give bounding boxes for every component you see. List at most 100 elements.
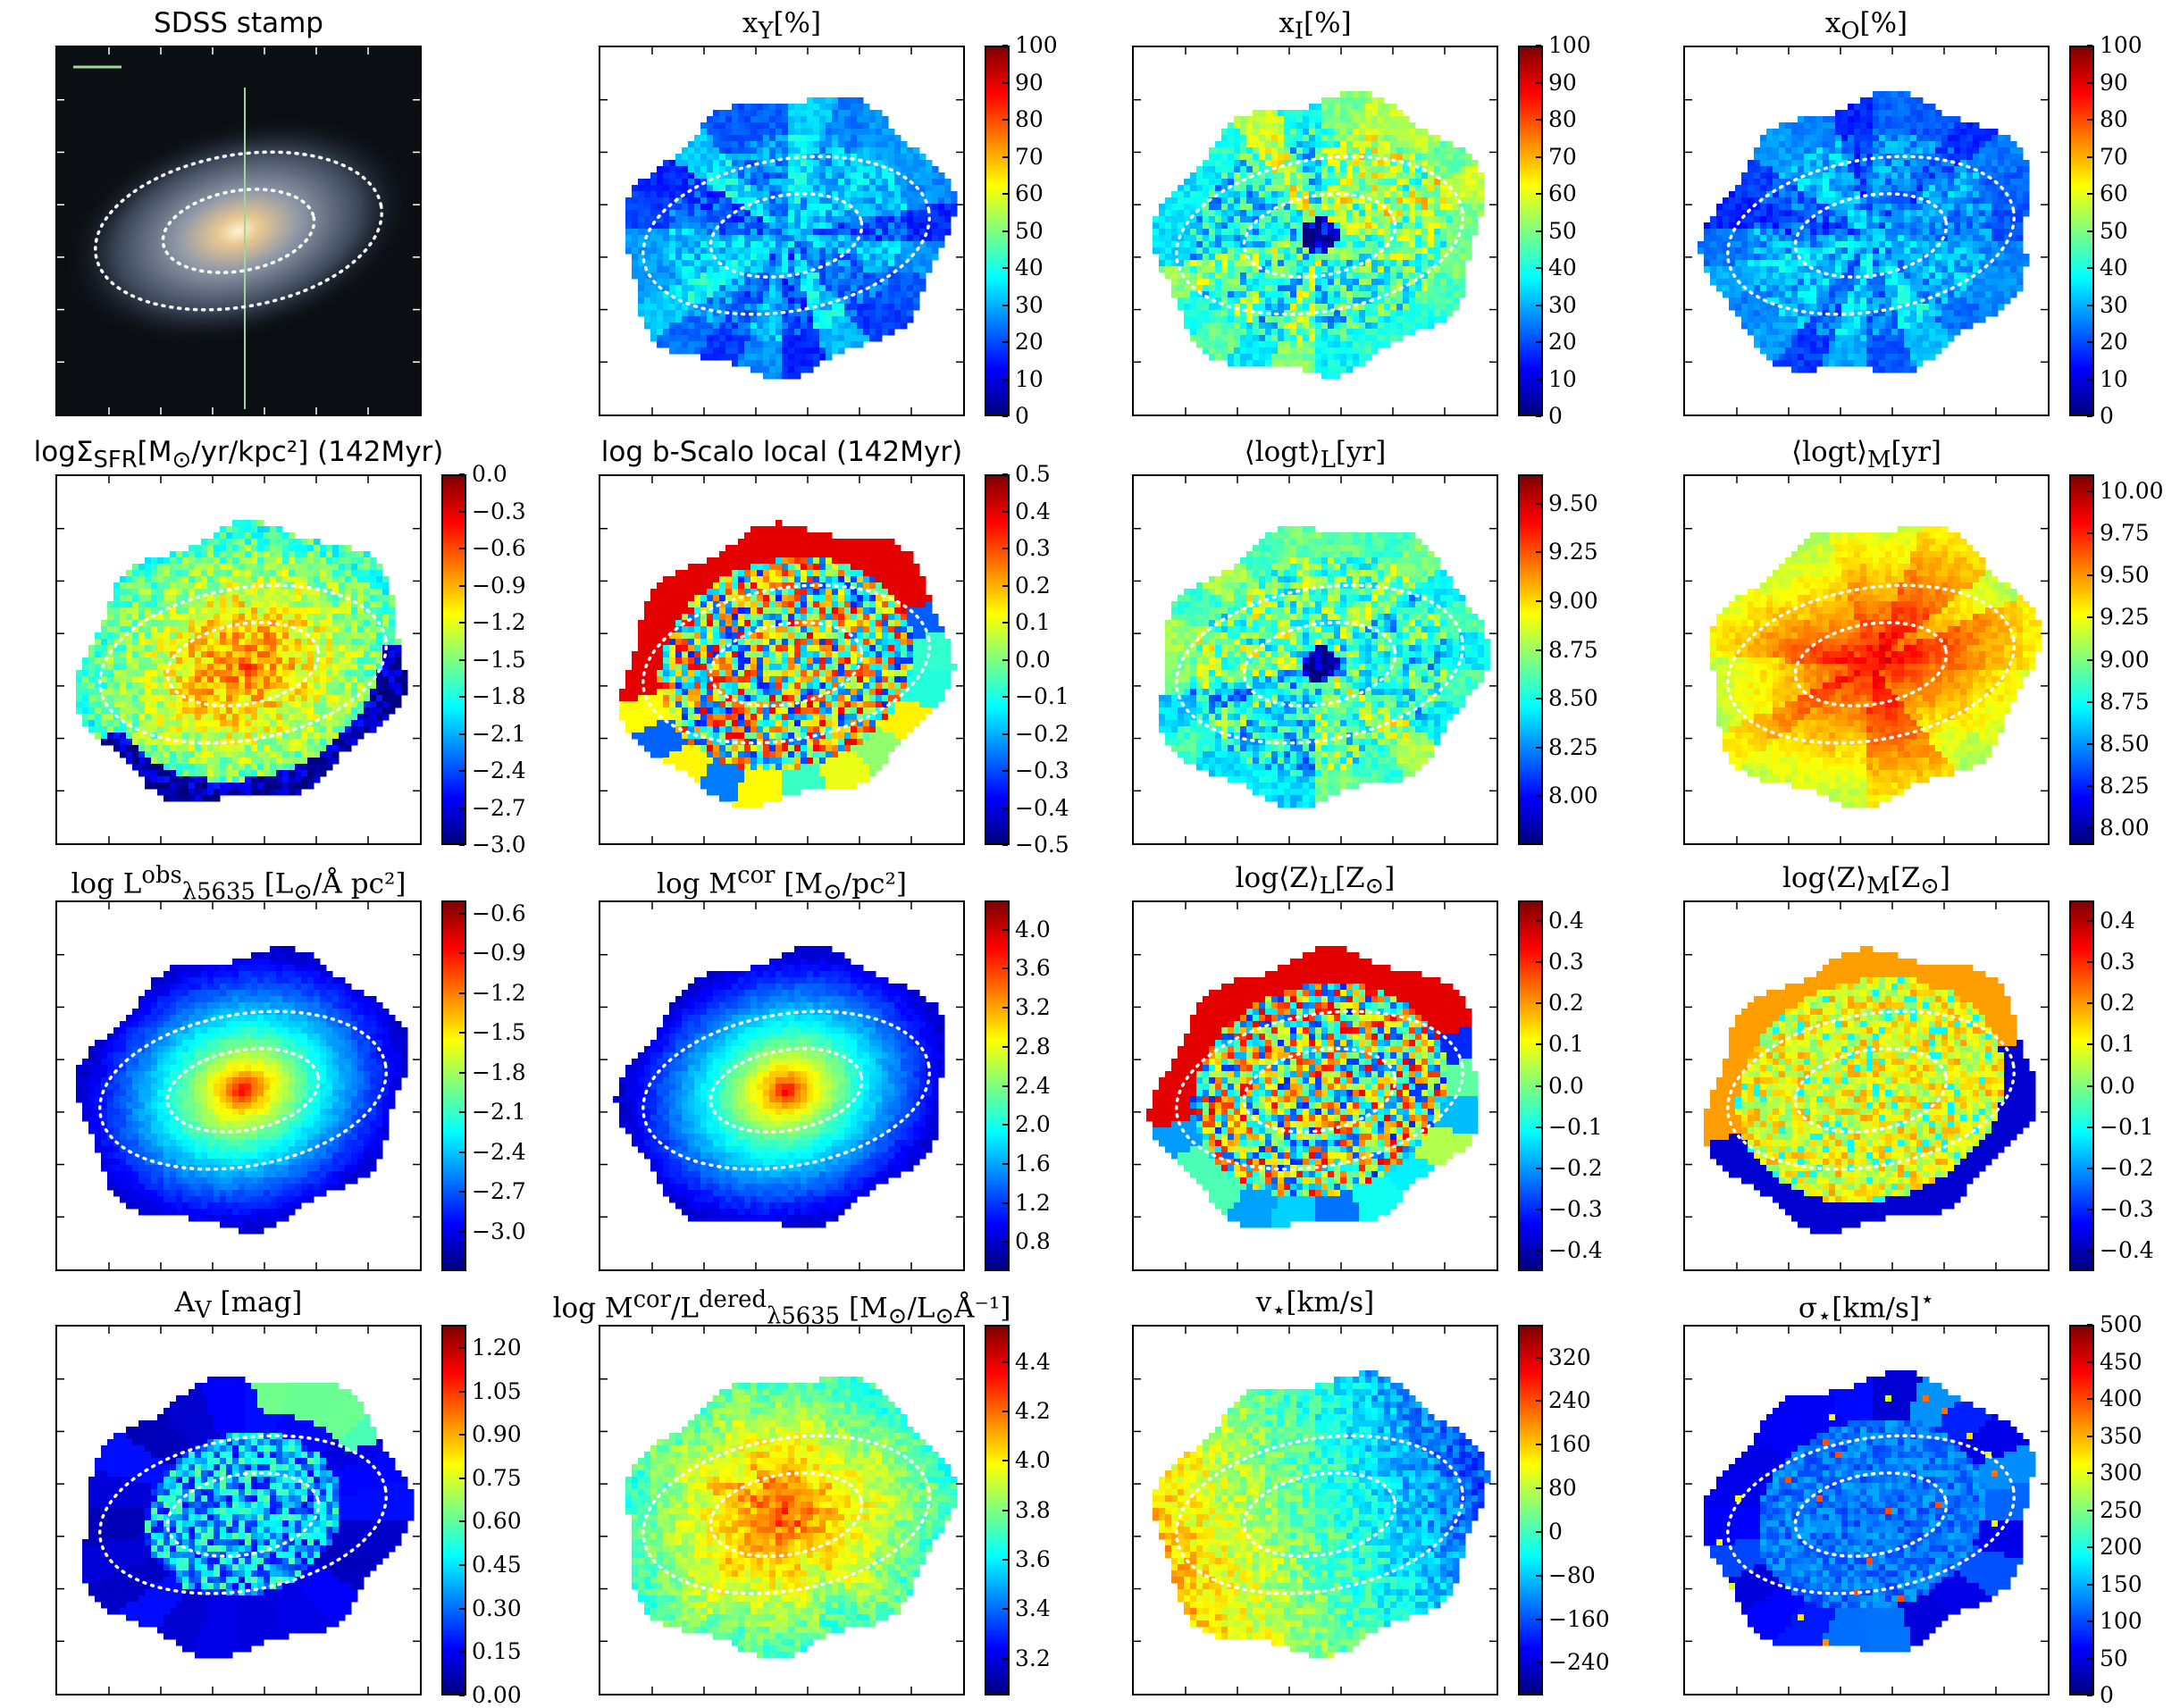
colorbar-tick [2087,827,2092,829]
colorbar-tick-label: 3.8 [1015,1499,1051,1521]
colorbar-tick [1536,1487,1541,1489]
colorbar-tick-label: −0.2 [1015,723,1069,745]
colorbar-tick-label: −3.0 [472,833,526,856]
colorbar-tick-label: 2.0 [1015,1113,1051,1135]
colorbar-tick-label: 80 [2100,108,2128,130]
map-svg-sfr [57,476,420,843]
colorbar-tick [1536,1085,1541,1087]
colorbar-tick [459,952,465,954]
colorbar-tick [1002,696,1008,698]
colorbar-tick [1002,379,1008,381]
colorbar-tick-label: 3.2 [1015,996,1051,1018]
colorbar-tick-label: 320 [1548,1346,1591,1369]
colorbar-tick [1002,659,1008,661]
colorbar-tick-label: 9.25 [1548,540,1598,563]
colorbar-tick [1002,473,1008,475]
colorbar-tick [1536,551,1541,553]
colorbar-tick [2087,1695,2092,1696]
colorbar-tick-label: −2.4 [472,759,526,782]
colorbar-tick-label: 100 [1015,34,1058,56]
colorbar-tick [1002,156,1008,158]
colorbar-tick [1536,698,1541,699]
colorbar-tick [2087,82,2092,84]
colorbar-tick [1536,305,1541,306]
colorbar-tick-label: 9.00 [2100,649,2150,671]
colorbar-tick-label: 9.50 [1548,492,1598,515]
colorbar-tick-label: 0 [1548,1520,1563,1543]
colorbar-tick [1536,1357,1541,1359]
colorbar-tick [459,1111,465,1113]
colorbar-tick-label: −0.9 [472,942,526,964]
colorbar-tick [1536,503,1541,505]
colorbar-tick [1002,1202,1008,1204]
colorbar-tick-label: 50 [1548,220,1577,242]
colorbar-tick-label: 50 [1015,220,1044,242]
colorbar-tick-label: 2.4 [1015,1075,1051,1097]
colorbar-tick-label: 400 [2100,1387,2142,1410]
heatmap-cells-sfr [76,520,408,802]
panel-title-M: log Mcor [M⊙/pc²] [545,865,1019,904]
colorbar-tick [2087,1472,2092,1474]
colorbar-tick-label: 4.4 [1015,1351,1051,1373]
colorbar-tick [459,1032,465,1034]
colorbar-tick-label: 250 [2100,1499,2142,1521]
colorbar-tick-label: 1.6 [1015,1152,1051,1175]
colorbar-tick-label: 60 [1015,182,1044,205]
colorbar-tick-label: 50 [2100,220,2128,242]
map-svg-tM [1685,476,2048,843]
colorbar-tick-label: 80 [1548,108,1577,130]
colorbar-tick-label: 100 [2100,1610,2142,1632]
colorbar-tick-label: 0.60 [472,1510,522,1532]
map-svg-sdss [57,47,420,414]
map-ZL [1132,900,1498,1271]
colorbar-tick-label: −0.4 [1015,797,1069,819]
colorbar-tick [459,844,465,846]
colorbar-tick [1536,156,1541,158]
colorbar-tick [1002,511,1008,513]
colorbar-tick-label: −1.2 [472,611,526,633]
colorbar-tick-label: 30 [2100,294,2128,316]
colorbar-tick-label: −0.9 [472,574,526,597]
colorbar-tick [2087,1168,2092,1169]
colorbar-tick-label: 0 [1015,405,1029,427]
colorbar-tick-label: 3.6 [1015,1548,1051,1570]
colorbar-tick-label: 1.20 [472,1336,522,1359]
colorbar-tick [2087,267,2092,269]
colorbar-tick [2087,341,2092,343]
colorbar-tick-label: −0.1 [1015,685,1069,707]
panel-title-tL: ⟨logt⟩L[yr] [1078,439,1552,473]
colorbar-tick [459,622,465,624]
panel-title-bscalo: log b-Scalo local (142Myr) [545,439,1019,466]
colorbar-tick [1536,1126,1541,1128]
colorbar-tick [1536,1531,1541,1533]
heatmap-cells-ZM [1704,946,2036,1235]
colorbar-tick [1536,230,1541,232]
colorbar-tick-label: 100 [2100,34,2142,56]
colorbar-tick-label: 0.0 [472,463,507,485]
colorbar-tick-label: 0.2 [1548,992,1584,1014]
colorbar-tick [1002,548,1008,549]
colorbar-tick [1536,795,1541,797]
colorbar-tick [459,585,465,587]
colorbar-tick [1002,305,1008,306]
colorbar-tick-label: −0.4 [2100,1239,2154,1261]
colorbar-tick [459,1434,465,1436]
colorbar-tick-label: −0.6 [472,902,526,925]
colorbar-tick-label: 8.75 [1548,639,1598,661]
heatmap-cells-L [76,946,408,1235]
colorbar-tick [1536,415,1541,417]
colorbar-tick-label: −2.1 [472,1101,526,1123]
colorbar-tick-label: 3.4 [1015,1597,1051,1620]
colorbar-tick-label: 10 [1015,368,1044,390]
colorbar-tick [459,733,465,735]
colorbar-tick [1536,119,1541,121]
colorbar-tick-label: 0.0 [1548,1075,1584,1097]
colorbar-tick [1536,747,1541,749]
colorbar-tick-label: −0.3 [1015,759,1069,782]
colorbar-tick [1002,929,1008,931]
colorbar-tick-label: 1.2 [1015,1192,1051,1214]
panel-title-xI: xI[%] [1078,10,1552,44]
heatmap-cells-bscalo [619,520,958,808]
colorbar-tick-label: 2.8 [1015,1035,1051,1058]
map-svg-M [600,902,963,1269]
